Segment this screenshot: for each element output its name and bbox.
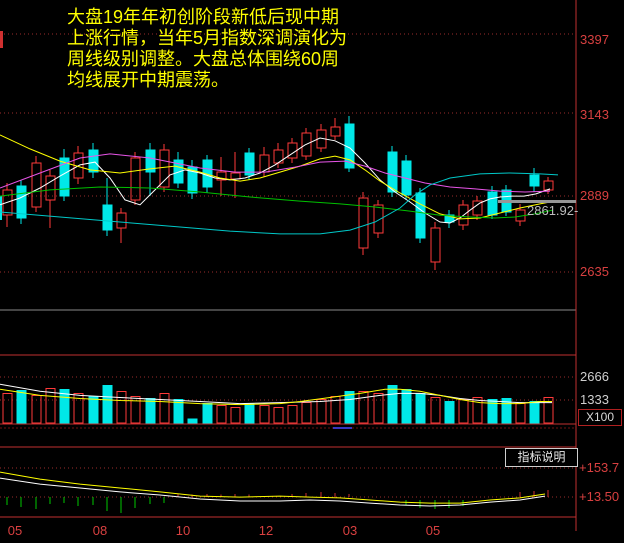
edge-marks bbox=[0, 31, 3, 220]
indicator-label-high: +153.7 bbox=[579, 460, 620, 475]
price-label-2635: 2635 bbox=[580, 264, 609, 279]
month-label-10: 10 bbox=[175, 523, 191, 538]
month-label-03: 03 bbox=[342, 523, 358, 538]
ma-lines bbox=[0, 134, 559, 235]
price-label-2889: 2889 bbox=[580, 188, 609, 203]
volume-bars bbox=[2, 384, 554, 424]
volume-label-2666: 2666 bbox=[580, 369, 609, 384]
indicator-label-low: +13.50 bbox=[579, 489, 620, 504]
current-price-line bbox=[498, 200, 576, 203]
volume-ma-lines bbox=[0, 383, 552, 406]
volume-unit-badge: X100 bbox=[578, 409, 622, 426]
volume-label-1333: 1333 bbox=[580, 392, 609, 407]
current-price-label: 2861.92- bbox=[527, 203, 579, 218]
annotation-text: 大盘19年年初创阶段新低后现中期 上涨行情，当年5月指数深调演化为 周线级别调整… bbox=[67, 7, 348, 90]
panel-borders bbox=[0, 0, 577, 531]
indicator-lines bbox=[0, 471, 546, 507]
indicator-help-button[interactable]: 指标说明 bbox=[505, 448, 578, 467]
month-label-05b: 05 bbox=[425, 523, 441, 538]
month-label-08: 08 bbox=[92, 523, 108, 538]
price-label-3143: 3143 bbox=[580, 107, 609, 122]
indicator-ticks bbox=[6, 490, 549, 514]
candles-group bbox=[2, 115, 554, 271]
month-label-05a: 05 bbox=[7, 523, 23, 538]
month-label-12: 12 bbox=[258, 523, 274, 538]
price-label-3397: 3397 bbox=[580, 32, 609, 47]
